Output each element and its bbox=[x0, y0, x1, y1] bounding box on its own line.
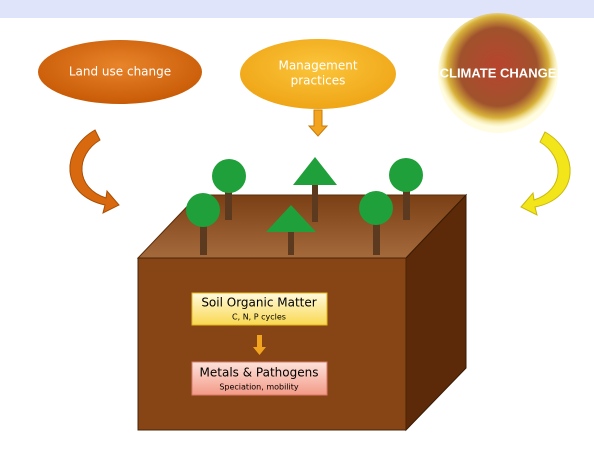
page: Land use change Management practices CLI… bbox=[0, 0, 594, 453]
management-label: Management bbox=[278, 59, 357, 73]
climate-label: CLIMATE CHANGE bbox=[440, 65, 557, 80]
metals-subtitle: Speciation, mobility bbox=[219, 383, 299, 392]
arrow bbox=[309, 110, 327, 136]
curved-arrow bbox=[70, 130, 119, 213]
box-front bbox=[138, 258, 406, 430]
som-title: Soil Organic Matter bbox=[201, 296, 316, 310]
curved-arrow bbox=[521, 132, 570, 215]
management-label: practices bbox=[291, 74, 346, 88]
diagram: Land use change Management practices CLI… bbox=[0, 0, 594, 453]
som-subtitle: C, N, P cycles bbox=[232, 313, 286, 322]
land-use-label: Land use change bbox=[69, 65, 171, 79]
metals-title: Metals & Pathogens bbox=[200, 366, 319, 380]
